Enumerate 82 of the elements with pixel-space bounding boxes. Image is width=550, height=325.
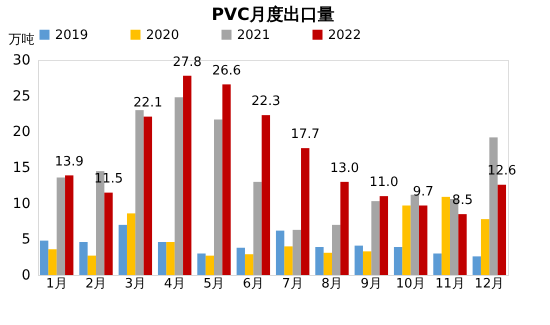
bar — [244, 254, 254, 275]
bar — [472, 256, 481, 275]
x-tick-label: 1月 — [46, 276, 68, 292]
bar — [276, 230, 284, 275]
bar — [292, 230, 302, 275]
data-label: 22.3 — [251, 94, 280, 110]
bar — [48, 249, 57, 275]
data-label: 11.0 — [369, 175, 398, 190]
x-tick-label: 2月 — [85, 276, 107, 292]
data-label: 12.6 — [487, 164, 516, 179]
x-tick-label: 7月 — [282, 276, 304, 292]
bar — [206, 256, 214, 275]
bar — [214, 119, 222, 275]
bar — [433, 254, 442, 275]
y-tick-label: 0 — [22, 268, 30, 284]
bar — [236, 248, 245, 275]
x-tick-label: 4月 — [164, 276, 186, 292]
bar — [118, 224, 127, 275]
data-label: 17.7 — [290, 127, 320, 142]
chart-title: PVC月度出口量 — [211, 5, 335, 25]
bar — [144, 116, 152, 275]
data-label: 13.0 — [330, 160, 360, 176]
bar — [262, 115, 270, 275]
bar — [371, 201, 380, 275]
data-label: 11.5 — [94, 172, 124, 187]
bar — [79, 242, 88, 275]
bar — [183, 76, 192, 275]
bar — [301, 148, 310, 275]
bar — [88, 256, 96, 275]
bar — [362, 251, 372, 275]
y-tick-label: 20 — [12, 124, 30, 140]
bar — [166, 242, 175, 275]
bar — [222, 84, 231, 275]
data-label: 26.6 — [212, 63, 242, 78]
y-tick-label: 10 — [12, 196, 30, 212]
y-tick-label: 30 — [12, 52, 30, 68]
y-axis-title: 万吨 — [8, 32, 34, 48]
bar — [315, 247, 324, 275]
bar — [197, 254, 206, 275]
bar — [56, 178, 66, 275]
bar — [380, 196, 388, 275]
bar — [135, 110, 144, 275]
x-tick-label: 3月 — [124, 276, 146, 292]
bar — [174, 97, 184, 275]
data-label: 9.7 — [412, 184, 434, 200]
bar — [498, 184, 506, 275]
bar — [40, 240, 48, 275]
bar — [480, 219, 490, 275]
bar — [419, 205, 428, 275]
data-label: 13.9 — [54, 154, 84, 170]
bar — [158, 242, 166, 275]
data-label: 8.5 — [452, 193, 473, 208]
bar — [253, 182, 262, 275]
bar — [442, 196, 450, 275]
bar — [340, 182, 349, 275]
x-tick-label: 8月 — [321, 276, 343, 292]
x-tick-label: 5月 — [203, 276, 225, 292]
bar — [394, 247, 402, 275]
y-tick-label: 25 — [12, 88, 30, 104]
y-tick-label: 5 — [22, 232, 30, 248]
bar — [402, 205, 411, 275]
bar — [324, 252, 332, 275]
x-tick-label: 11月 — [435, 276, 465, 292]
legend-label: 2020 — [146, 28, 180, 43]
bar — [458, 214, 467, 275]
bar — [354, 246, 363, 275]
legend-label: 2019 — [55, 28, 88, 43]
legend-label: 2022 — [328, 28, 362, 43]
bar — [126, 213, 136, 275]
bar — [332, 224, 340, 275]
bar — [284, 246, 293, 275]
x-tick-label: 12月 — [474, 276, 504, 292]
data-label: 27.8 — [172, 54, 202, 70]
bar — [104, 192, 113, 275]
y-tick-label: 15 — [12, 160, 30, 176]
legend-label: 2021 — [237, 28, 270, 43]
x-tick-label: 9月 — [360, 276, 382, 292]
data-label: 22.1 — [133, 96, 162, 111]
bar — [410, 194, 420, 275]
x-tick-label: 10月 — [396, 276, 426, 292]
x-tick-label: 6月 — [242, 276, 264, 292]
bar — [65, 175, 74, 275]
